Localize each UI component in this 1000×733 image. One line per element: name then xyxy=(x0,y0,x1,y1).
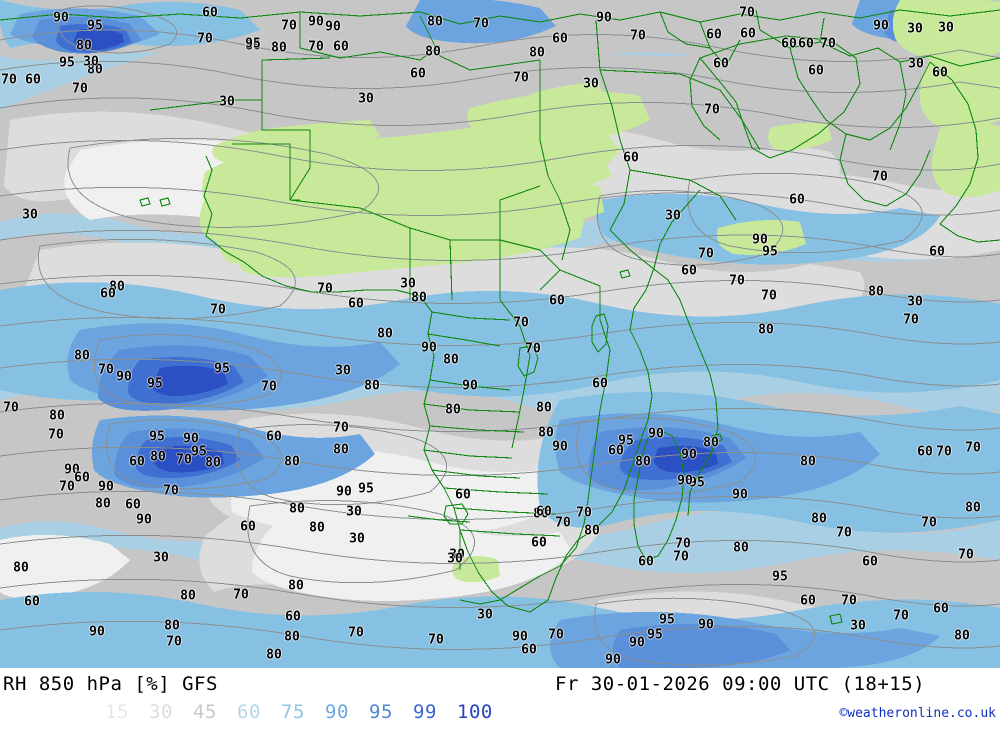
legend-level-45: 45 xyxy=(193,701,217,723)
field-blue-100 xyxy=(74,28,718,473)
legend-level-15: 15 xyxy=(105,701,129,723)
color-scale-legend: 15 30 45 60 75 90 95 99 100 xyxy=(105,701,501,723)
legend-level-95: 95 xyxy=(369,701,393,723)
map-footer: RH 850 hPa [%] GFS Fr 30-01-2026 09:00 U… xyxy=(0,668,1000,733)
forecast-timestamp: Fr 30-01-2026 09:00 UTC (18+15) xyxy=(555,673,926,695)
weather-map[interactable]: 90 95 60 80 70 90 95 80 70 60 80 70 60 95 80 70 30 70 80 90… xyxy=(0,0,1000,668)
legend-level-30: 30 xyxy=(149,701,173,723)
isoline-group xyxy=(0,5,1000,666)
legend-level-99: 99 xyxy=(413,701,437,723)
field-green-dry xyxy=(199,0,1000,583)
borders-group xyxy=(0,9,1000,625)
copyright-notice: ©weatheronline.co.uk xyxy=(839,706,996,721)
rh-field-svg xyxy=(0,0,1000,668)
map-title: RH 850 hPa [%] GFS xyxy=(3,673,218,695)
legend-level-90: 90 xyxy=(325,701,349,723)
legend-level-60: 60 xyxy=(237,701,261,723)
legend-level-100: 100 xyxy=(457,701,493,723)
legend-level-75: 75 xyxy=(281,701,305,723)
